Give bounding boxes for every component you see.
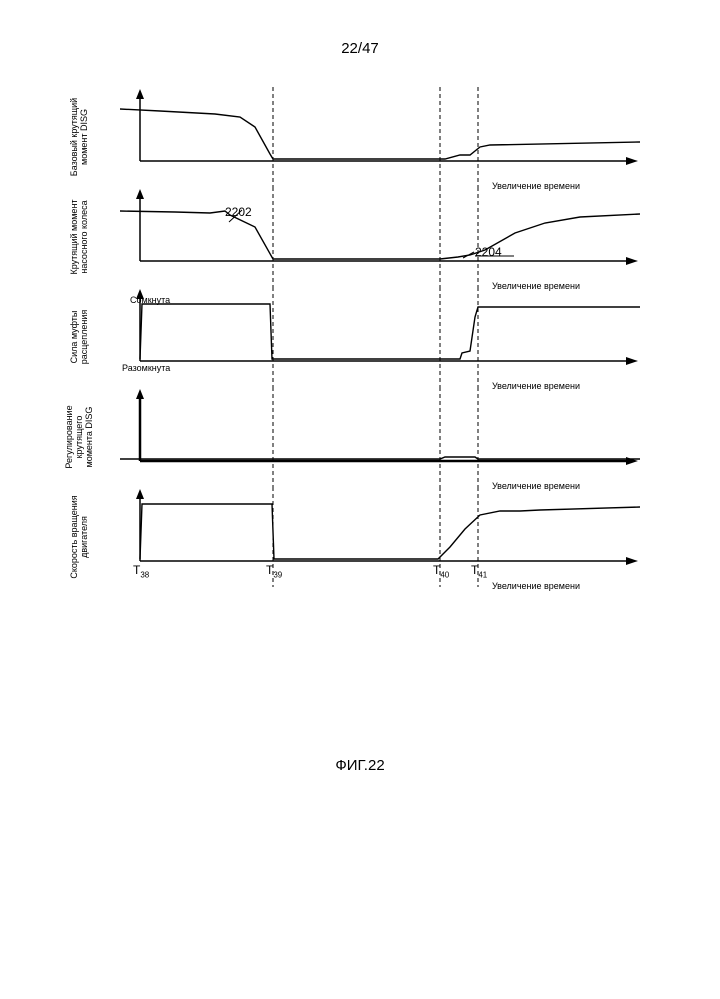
chart-area: Базовый крутящиймомент DISGУвеличение вр… (120, 87, 640, 587)
clutch-open-label: Разомкнута (122, 363, 170, 373)
reference-numeral: 2202 (225, 205, 252, 219)
time-label: T39 (266, 563, 282, 579)
page-number: 22/47 (0, 0, 720, 57)
time-label: T40 (433, 563, 449, 579)
time-label: T38 (133, 563, 149, 579)
clutch-closed-label: Сомкнута (130, 295, 170, 305)
figure-caption: ФИГ.22 (0, 757, 720, 774)
chart-panel-3: Регулированиекрутящегомомента DISGУвелич… (120, 387, 640, 487)
chart-panel-2: Сила муфтырасцепленияУвеличение времениС… (120, 287, 640, 387)
time-label: T41 (471, 563, 487, 579)
x-axis-label: Увеличение времени (492, 581, 580, 591)
chart-panel-4: Скорость вращениядвигателяУвеличение вре… (120, 487, 640, 587)
chart-panel-0: Базовый крутящиймомент DISGУвеличение вр… (120, 87, 640, 187)
chart-panel-1: Крутящий моментнасосного колесаУвеличени… (120, 187, 640, 287)
reference-numeral: 2204 (475, 245, 502, 259)
